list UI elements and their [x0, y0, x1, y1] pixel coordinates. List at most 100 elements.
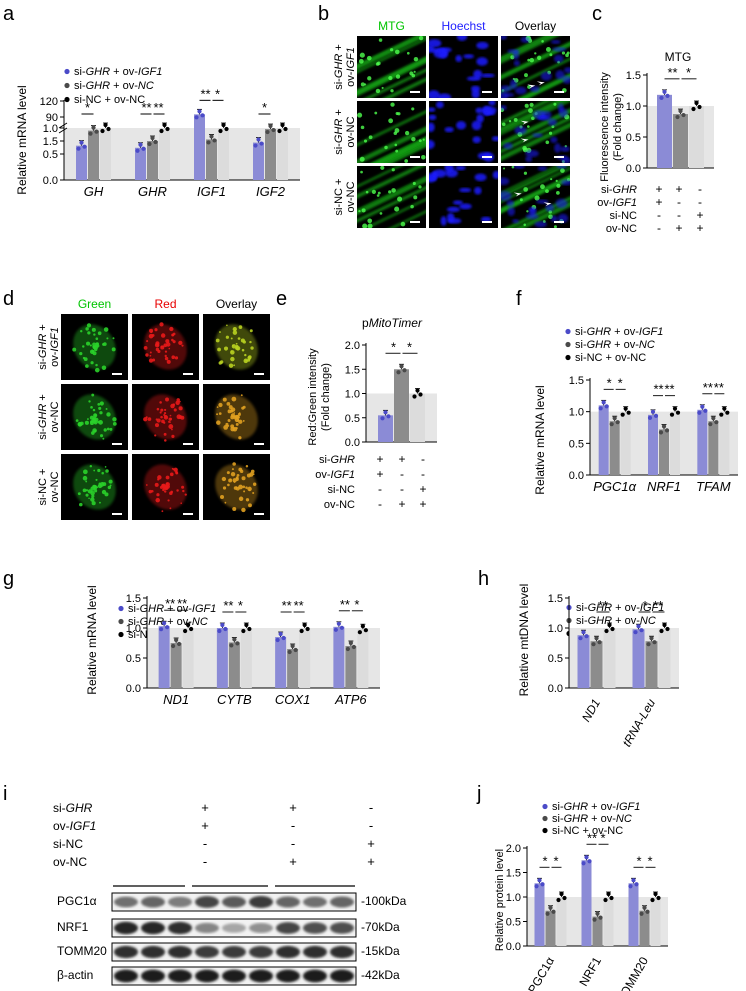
axis-break: [58, 122, 68, 129]
condition-sign: -: [291, 818, 295, 833]
puncta: [524, 103, 529, 108]
mitochondria: [174, 356, 179, 360]
micrograph: [501, 101, 570, 163]
y-axis-label: Relative mtDNA level: [517, 584, 531, 697]
protein-band: [330, 969, 354, 983]
y-tick-label: 1.0: [506, 892, 521, 904]
data-point: [79, 140, 84, 145]
nucleus: [555, 198, 568, 209]
molecular-weight-label: -70kDa: [361, 920, 400, 934]
data-point: [645, 909, 650, 914]
puncta: [393, 131, 398, 135]
sig-label: *: [215, 86, 220, 101]
data-point: [100, 128, 105, 134]
sig-label: *: [647, 853, 652, 868]
sig-label: *: [607, 375, 612, 390]
scale-bar: [410, 156, 420, 158]
nucleus: [556, 166, 567, 169]
fiber: [501, 122, 570, 161]
nucleus: [501, 190, 512, 201]
data-point: [206, 140, 211, 145]
data-point: [639, 628, 644, 633]
mitochondria: [154, 328, 158, 332]
puncta: [359, 156, 365, 162]
mitochondria: [163, 432, 167, 436]
data-point: [189, 626, 194, 632]
sig-label: **: [598, 598, 608, 613]
fiber: [357, 56, 426, 95]
legend-marker: [565, 341, 571, 348]
nucleus: [537, 166, 547, 171]
data-point: [722, 406, 727, 411]
data-point: [556, 897, 561, 903]
protein-band: [276, 922, 300, 934]
bar: [689, 106, 704, 168]
mitochondria: [228, 405, 233, 410]
puncta: [363, 139, 368, 143]
fiber: [501, 36, 551, 60]
mitochondria: [90, 490, 95, 496]
fiber: [357, 166, 403, 188]
bar: [135, 147, 146, 180]
puncta: [394, 143, 398, 147]
mitochondria: [85, 493, 89, 497]
arrow-marker: [543, 202, 552, 207]
arrow-marker: [513, 192, 522, 197]
mitochondria: [244, 353, 247, 357]
mitochondria: [109, 427, 113, 431]
protein-band: [249, 923, 273, 933]
puncta: [561, 51, 566, 55]
mitochondria: [180, 502, 183, 505]
nucleus: [466, 76, 481, 81]
mitochondria: [106, 427, 110, 431]
legend-marker: [118, 631, 124, 638]
condition-label: si-GHR: [601, 184, 637, 196]
puncta: [513, 117, 518, 122]
mitochondria: [164, 350, 168, 353]
nucleus: [476, 114, 484, 123]
mitochondria: [217, 347, 221, 352]
row-label: si-GHR +ov-NC: [37, 394, 61, 440]
mitochondria: [226, 324, 228, 327]
mitochondria: [216, 413, 219, 416]
mitochondria: [223, 425, 229, 430]
data-point: [578, 636, 583, 641]
mitochondria: [86, 341, 91, 346]
protein-band: [222, 969, 246, 983]
protein-band: [303, 922, 327, 934]
bar: [670, 411, 680, 475]
sig-label: **: [714, 380, 724, 395]
data-point: [165, 126, 170, 132]
bar: [650, 897, 661, 946]
bar: [158, 626, 170, 688]
bar: [581, 860, 592, 946]
chart-j: 0.00.51.01.52.0* *PGC1α** *NRF1* *TOMM20: [506, 830, 668, 991]
mitochondria: [171, 428, 173, 431]
condition-label: ov-IGF1: [315, 469, 355, 481]
mitochondria: [232, 330, 238, 335]
scale-bar: [554, 156, 564, 158]
mitochondria: [178, 340, 183, 346]
legend-entry: si-GHR + ov-NC: [575, 339, 655, 351]
data-point: [244, 622, 249, 628]
puncta: [391, 188, 396, 193]
data-point: [631, 878, 636, 883]
data-point: [595, 911, 600, 916]
mitochondria: [160, 415, 163, 419]
mitochondria: [148, 358, 154, 363]
mitochondria: [219, 331, 221, 333]
mitochondria: [218, 412, 222, 415]
legend-marker: [64, 68, 70, 75]
mitochondria: [167, 499, 170, 502]
data-point: [147, 141, 152, 147]
mitochondria: [238, 412, 241, 415]
puncta: [522, 145, 527, 151]
nucleus: [477, 152, 492, 160]
data-point: [592, 917, 597, 922]
protein-band: [168, 945, 192, 959]
nucleus: [501, 36, 507, 40]
data-point: [597, 640, 602, 645]
protein-band: [114, 969, 138, 983]
data-point: [339, 625, 344, 630]
mitochondria: [226, 402, 231, 406]
